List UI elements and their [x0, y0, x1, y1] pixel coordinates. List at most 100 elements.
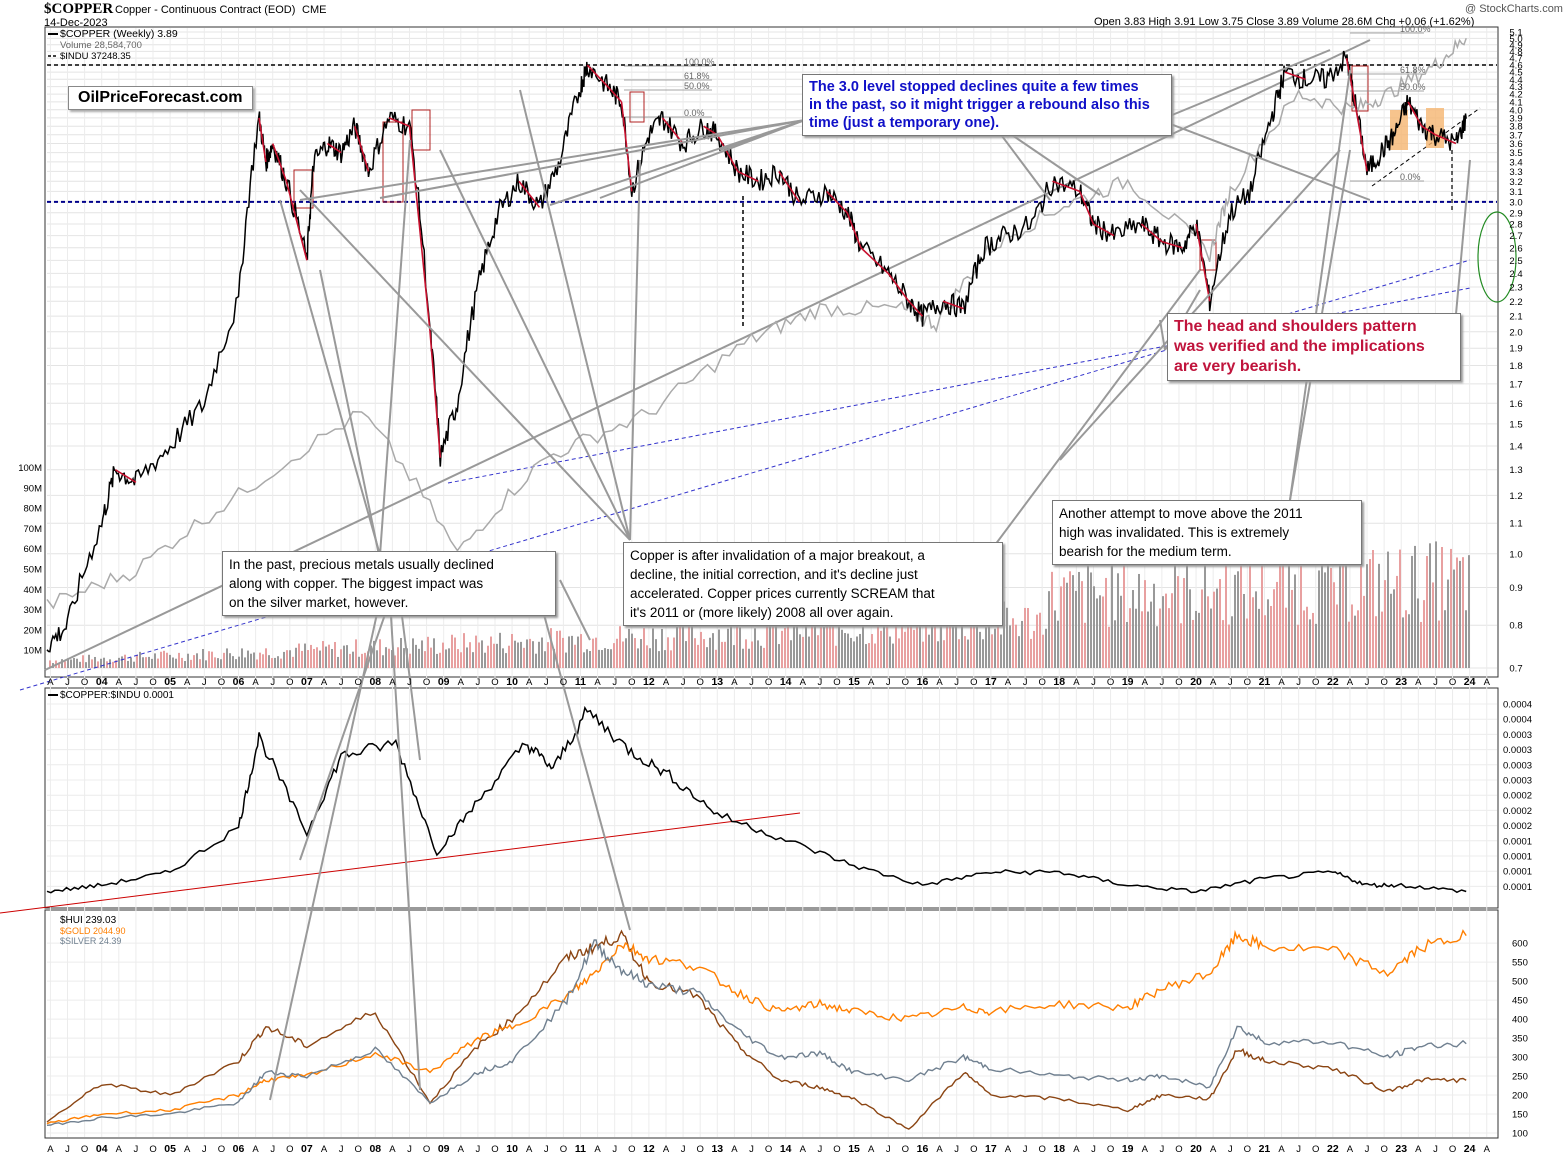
volume-bar [454, 637, 456, 668]
ratio-tick-label: 0.0003 [1503, 730, 1532, 741]
x-tick-label: J [612, 677, 617, 688]
volume-bar [163, 650, 165, 668]
volume-bar [796, 619, 798, 668]
volume-bar [469, 642, 471, 668]
x-tick-label-bottom: O [1107, 1144, 1114, 1155]
volume-bar [358, 656, 360, 668]
fib-label: 50.0% [1400, 82, 1426, 92]
x-tick-label-bottom: A [868, 1144, 875, 1155]
volume-tick-label: 60M [24, 544, 43, 555]
volume-bar [1045, 628, 1047, 668]
volume-bar [631, 633, 633, 668]
volume-bar [1006, 607, 1008, 668]
volume-bar [1348, 621, 1350, 668]
pm-series-1 [46, 929, 1467, 1125]
x-tick-label-bottom: A [663, 1144, 670, 1155]
volume-bar [1120, 595, 1122, 668]
volume-bar [1285, 607, 1287, 668]
x-tick-label-bottom: 12 [643, 1143, 655, 1155]
ratio-tick-label: 0.0001 [1503, 836, 1532, 847]
volume-bar [346, 645, 348, 668]
x-tick-label: 05 [164, 676, 176, 688]
volume-bar [1327, 547, 1329, 668]
ratio-trendline [0, 812, 801, 914]
copper-decline-segment [1093, 223, 1115, 237]
volume-bar [865, 644, 867, 668]
volume-bar [421, 640, 423, 668]
x-tick-label: J [1159, 677, 1164, 688]
volume-bar [1066, 582, 1068, 668]
volume-bar [952, 616, 954, 668]
volume-bar [1117, 573, 1119, 668]
volume-bar [1381, 611, 1383, 668]
copper-decline-segment [1161, 240, 1183, 249]
y-tick-label: 3.0 [1509, 197, 1522, 208]
volume-bar [1114, 620, 1116, 668]
y-tick-label: 4.2 [1509, 90, 1522, 101]
volume-bar [937, 641, 939, 668]
volume-bar [1099, 595, 1101, 668]
volume-bar [1213, 591, 1215, 668]
copper-decline-segment [354, 125, 370, 172]
volume-bar [307, 650, 309, 668]
x-tick-label-bottom: 23 [1395, 1143, 1407, 1155]
legend-indu: $INDU 37248.35 [60, 51, 131, 62]
x-tick-label-bottom: J [1091, 1144, 1096, 1155]
annotation-pointer [629, 159, 641, 541]
volume-bar [697, 644, 699, 668]
volume-bar [544, 651, 546, 668]
volume-bar [949, 625, 951, 668]
volume-bar [1333, 582, 1335, 668]
copper-decline-segment [1352, 94, 1368, 172]
volume-bar [1102, 596, 1104, 668]
annotation-pointer [539, 599, 631, 931]
volume-bar [754, 628, 756, 668]
volume-bar [211, 651, 213, 668]
red-box [411, 109, 431, 151]
volume-bar [1465, 610, 1467, 668]
x-tick-label-bottom: A [1415, 1144, 1422, 1155]
x-tick-label: A [1484, 677, 1491, 688]
x-tick-label-bottom: J [1159, 1144, 1164, 1155]
y-tick-label: 4.4 [1509, 75, 1522, 86]
volume-bar [682, 621, 684, 668]
volume-bar [1294, 574, 1296, 668]
x-tick-label-bottom: J [1296, 1144, 1301, 1155]
volume-bar [349, 653, 351, 668]
x-tick-label-bottom: A [1484, 1144, 1491, 1155]
volume-bar [1165, 593, 1167, 668]
y-tick-label: 1.2 [1509, 491, 1522, 502]
x-tick-label-bottom: A [800, 1144, 807, 1155]
x-tick-label: A [458, 677, 465, 688]
volume-bar [1357, 610, 1359, 668]
volume-bar [1432, 582, 1434, 668]
volume-bar [238, 656, 240, 668]
volume-bar [505, 653, 507, 668]
annotation-level-3: The 3.0 level stopped declines quite a f… [802, 74, 1172, 136]
pm-tick-label: 600 [1512, 939, 1528, 950]
volume-bar [1243, 594, 1245, 668]
y-tick-label: 4.7 [1509, 54, 1522, 65]
y-tick-label: 2.0 [1509, 327, 1522, 338]
x-tick-label: A [252, 677, 259, 688]
y-tick-label: 3.8 [1509, 122, 1522, 133]
volume-bar [586, 649, 588, 668]
pm-tick-label: 250 [1512, 1072, 1528, 1083]
x-tick-label-bottom: A [1142, 1144, 1149, 1155]
volume-bar [835, 645, 837, 668]
x-tick-label: 17 [985, 676, 997, 688]
legend-silver: $SILVER 24.39 [60, 936, 121, 946]
y-tick-label: 2.3 [1509, 283, 1522, 294]
volume-bar [166, 652, 168, 668]
copper-decline-segment [860, 247, 889, 274]
volume-bar [997, 615, 999, 668]
volume-bar [1435, 541, 1437, 668]
volume-bar [1054, 610, 1056, 668]
volume-bar [466, 647, 468, 668]
annotation-pointer [1059, 149, 1341, 461]
red-box [293, 169, 314, 209]
volume-bar [1084, 622, 1086, 668]
volume-bar [1093, 586, 1095, 668]
volume-bar [1363, 595, 1365, 668]
volume-bar [1219, 579, 1221, 668]
